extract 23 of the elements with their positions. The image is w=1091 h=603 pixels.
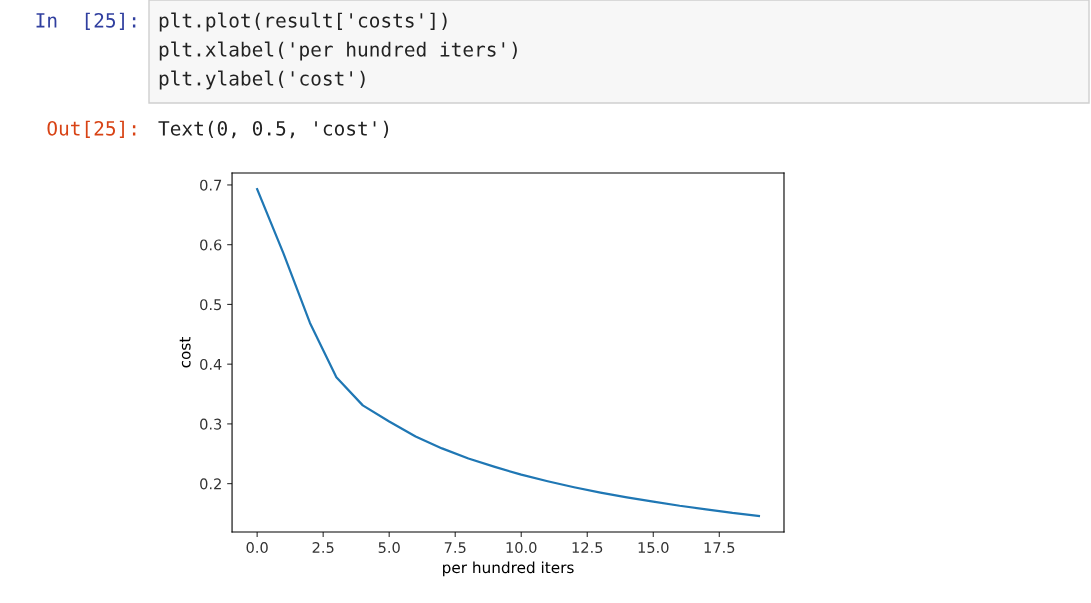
text: plt.xlabel('per hundred iters') bbox=[159, 41, 517, 61]
text: Out[25]: bbox=[47, 120, 136, 138]
x-axis-title: per hundred iters bbox=[443, 561, 574, 577]
x-tick-label: 7.5 bbox=[444, 542, 466, 554]
x-tick-label: 5.0 bbox=[378, 542, 400, 554]
x-tick-label: 0.0 bbox=[246, 542, 268, 554]
y-axis-title: cost bbox=[179, 337, 191, 368]
x-tick-label: 2.5 bbox=[312, 542, 334, 554]
y-tick-label: 0.2 bbox=[200, 478, 221, 490]
text: plt.ylabel('cost') bbox=[159, 70, 365, 90]
y-tick-label: 0.5 bbox=[200, 299, 222, 311]
x-tick-label: 15.0 bbox=[638, 542, 669, 554]
y-tick-label: 0.4 bbox=[200, 358, 222, 370]
x-tick-label: 12.5 bbox=[572, 542, 603, 554]
y-tick-label: 0.6 bbox=[200, 239, 222, 251]
line-series bbox=[256, 188, 761, 518]
text: In [25]: bbox=[36, 12, 136, 30]
x-tick-label: 17.5 bbox=[704, 542, 735, 554]
text: plt.plot(result['costs']) bbox=[159, 12, 447, 32]
y-tick-label: 0.7 bbox=[200, 179, 222, 191]
x-tick-label: 10.0 bbox=[506, 542, 537, 554]
y-tick-label: 0.3 bbox=[200, 418, 222, 430]
text: Text(0, 0.5, 'cost') bbox=[158, 120, 389, 139]
